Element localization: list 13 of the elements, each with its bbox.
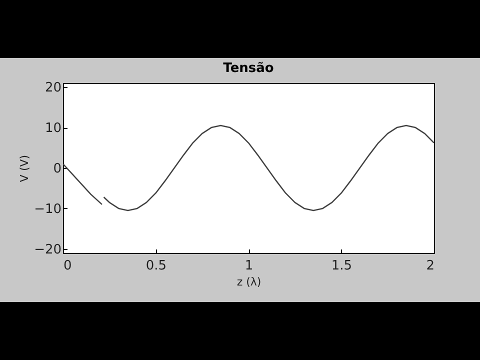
x-tick-label: 1.5 <box>331 258 352 274</box>
chart-title: Tensão <box>223 61 274 76</box>
y-tick-label: −10 <box>34 202 62 217</box>
y-tick-label: 0 <box>53 162 62 176</box>
x-tick-label: 2 <box>426 258 434 274</box>
y-tick-label: 20 <box>44 80 62 96</box>
x-axis-title: z (λ) <box>236 276 262 288</box>
y-tick-label: 10 <box>44 121 62 136</box>
x-tick-label: 0 <box>64 258 72 274</box>
x-tick-label: 0.5 <box>146 258 167 274</box>
y-tick-label: −20 <box>34 242 62 258</box>
x-tick-label: 1 <box>244 258 254 274</box>
y-axis-title: V (V) <box>18 154 32 182</box>
